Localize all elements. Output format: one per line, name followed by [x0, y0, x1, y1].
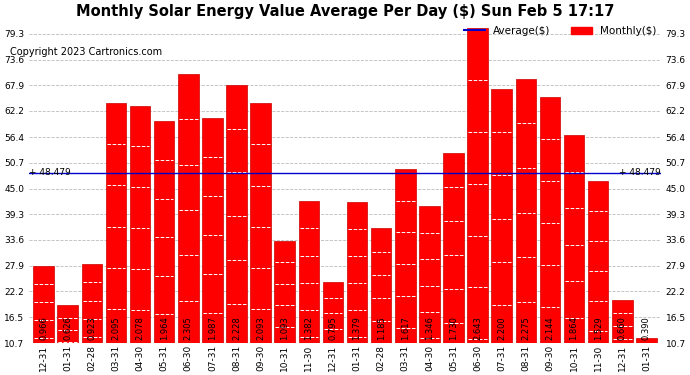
Text: 2.275: 2.275	[522, 316, 531, 340]
Text: 2.305: 2.305	[184, 316, 193, 340]
Bar	[347, 202, 367, 375]
Bar	[636, 338, 657, 375]
Text: 0.626: 0.626	[63, 316, 72, 340]
Text: 1.730: 1.730	[449, 316, 458, 340]
Text: 1.185: 1.185	[377, 316, 386, 340]
Bar	[81, 264, 102, 375]
Text: + 48.479: + 48.479	[619, 168, 661, 177]
Bar	[588, 181, 609, 375]
Bar	[130, 106, 150, 375]
Bar	[467, 28, 488, 375]
Text: 1.529: 1.529	[593, 316, 602, 340]
Bar	[106, 103, 126, 375]
Text: 2.078: 2.078	[135, 316, 145, 340]
Text: 1.346: 1.346	[425, 316, 434, 340]
Text: 1.379: 1.379	[353, 316, 362, 340]
Text: 1.964: 1.964	[159, 316, 168, 340]
Text: 1.093: 1.093	[280, 316, 289, 340]
Bar	[515, 78, 536, 375]
Text: 0.966: 0.966	[39, 316, 48, 340]
Text: Copyright 2023 Cartronics.com: Copyright 2023 Cartronics.com	[10, 47, 162, 57]
Text: 0.795: 0.795	[328, 316, 337, 340]
Legend: Average($), Monthly($): Average($), Monthly($)	[460, 22, 661, 40]
Bar	[299, 201, 319, 375]
Bar	[443, 153, 464, 375]
Text: 0.390: 0.390	[642, 316, 651, 340]
Title: Monthly Solar Energy Value Average Per Day ($) Sun Feb 5 17:17: Monthly Solar Energy Value Average Per D…	[76, 4, 614, 19]
Bar	[371, 228, 391, 375]
Bar	[540, 97, 560, 375]
Bar	[275, 241, 295, 375]
Bar	[154, 122, 175, 375]
Bar	[33, 266, 54, 375]
Text: 0.660: 0.660	[618, 316, 627, 340]
Bar	[202, 118, 223, 375]
Text: 1.987: 1.987	[208, 316, 217, 340]
Text: 1.617: 1.617	[401, 316, 410, 340]
Text: 2.093: 2.093	[256, 316, 265, 340]
Bar	[395, 169, 415, 375]
Bar	[178, 74, 199, 375]
Text: 2.228: 2.228	[232, 316, 241, 340]
Text: 2.200: 2.200	[497, 316, 506, 340]
Bar	[612, 300, 633, 375]
Text: 2.643: 2.643	[473, 316, 482, 340]
Text: 1.382: 1.382	[304, 316, 313, 340]
Bar	[57, 305, 78, 375]
Bar	[491, 89, 512, 375]
Bar	[564, 135, 584, 375]
Text: 2.144: 2.144	[545, 316, 555, 340]
Text: 0.923: 0.923	[88, 316, 97, 340]
Bar	[419, 206, 440, 375]
Text: + 48.479: + 48.479	[29, 168, 71, 177]
Bar	[250, 104, 271, 375]
Text: 1.864: 1.864	[569, 316, 578, 340]
Bar	[323, 282, 343, 375]
Text: 2.095: 2.095	[112, 316, 121, 340]
Bar	[226, 85, 247, 375]
